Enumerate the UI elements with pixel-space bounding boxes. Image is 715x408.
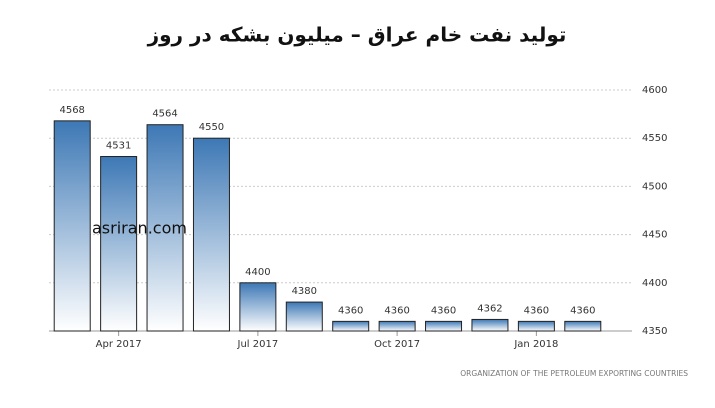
source: ORGANIZATION OF THE PETROLEUM EXPORTING … bbox=[460, 369, 688, 378]
x-tick-label: Jul 2017 bbox=[237, 339, 279, 350]
y-tick-label: 4450 bbox=[642, 230, 667, 241]
value-label: 4380 bbox=[292, 286, 317, 297]
chart-title: تولید نفت خام عراق – میلیون بشکه در روز bbox=[147, 23, 567, 47]
watermark: asriran.com bbox=[92, 219, 187, 238]
bar bbox=[378, 320, 416, 332]
bar bbox=[425, 320, 463, 332]
x-tick-label: Oct 2017 bbox=[374, 339, 420, 350]
value-label: 4550 bbox=[199, 122, 224, 133]
bar bbox=[564, 320, 602, 332]
y-tick-label: 4400 bbox=[642, 278, 667, 289]
value-label: 4360 bbox=[384, 305, 409, 316]
value-label: 4531 bbox=[106, 141, 131, 152]
value-label: 4360 bbox=[431, 305, 456, 316]
value-label: 4360 bbox=[338, 305, 363, 316]
value-label: 4400 bbox=[245, 267, 270, 278]
value-label: 4568 bbox=[59, 105, 84, 116]
y-tick-label: 4600 bbox=[642, 85, 667, 96]
bar bbox=[239, 282, 277, 332]
value-label: 4360 bbox=[524, 305, 549, 316]
value-label: 4360 bbox=[570, 305, 595, 316]
bar bbox=[285, 301, 323, 332]
value-label: 4362 bbox=[477, 303, 502, 314]
bar bbox=[192, 137, 230, 332]
bar bbox=[332, 320, 370, 332]
bar bbox=[517, 320, 555, 332]
bar bbox=[471, 318, 509, 332]
bar bbox=[53, 120, 91, 332]
bar bbox=[100, 156, 138, 332]
y-tick-label: 4350 bbox=[642, 326, 667, 337]
x-tick-label: Apr 2017 bbox=[96, 339, 142, 350]
y-tick-label: 4500 bbox=[642, 181, 667, 192]
bar bbox=[146, 124, 184, 332]
y-tick-label: 4550 bbox=[642, 133, 667, 144]
value-label: 4564 bbox=[152, 109, 177, 120]
x-tick-label: Jan 2018 bbox=[513, 339, 558, 350]
